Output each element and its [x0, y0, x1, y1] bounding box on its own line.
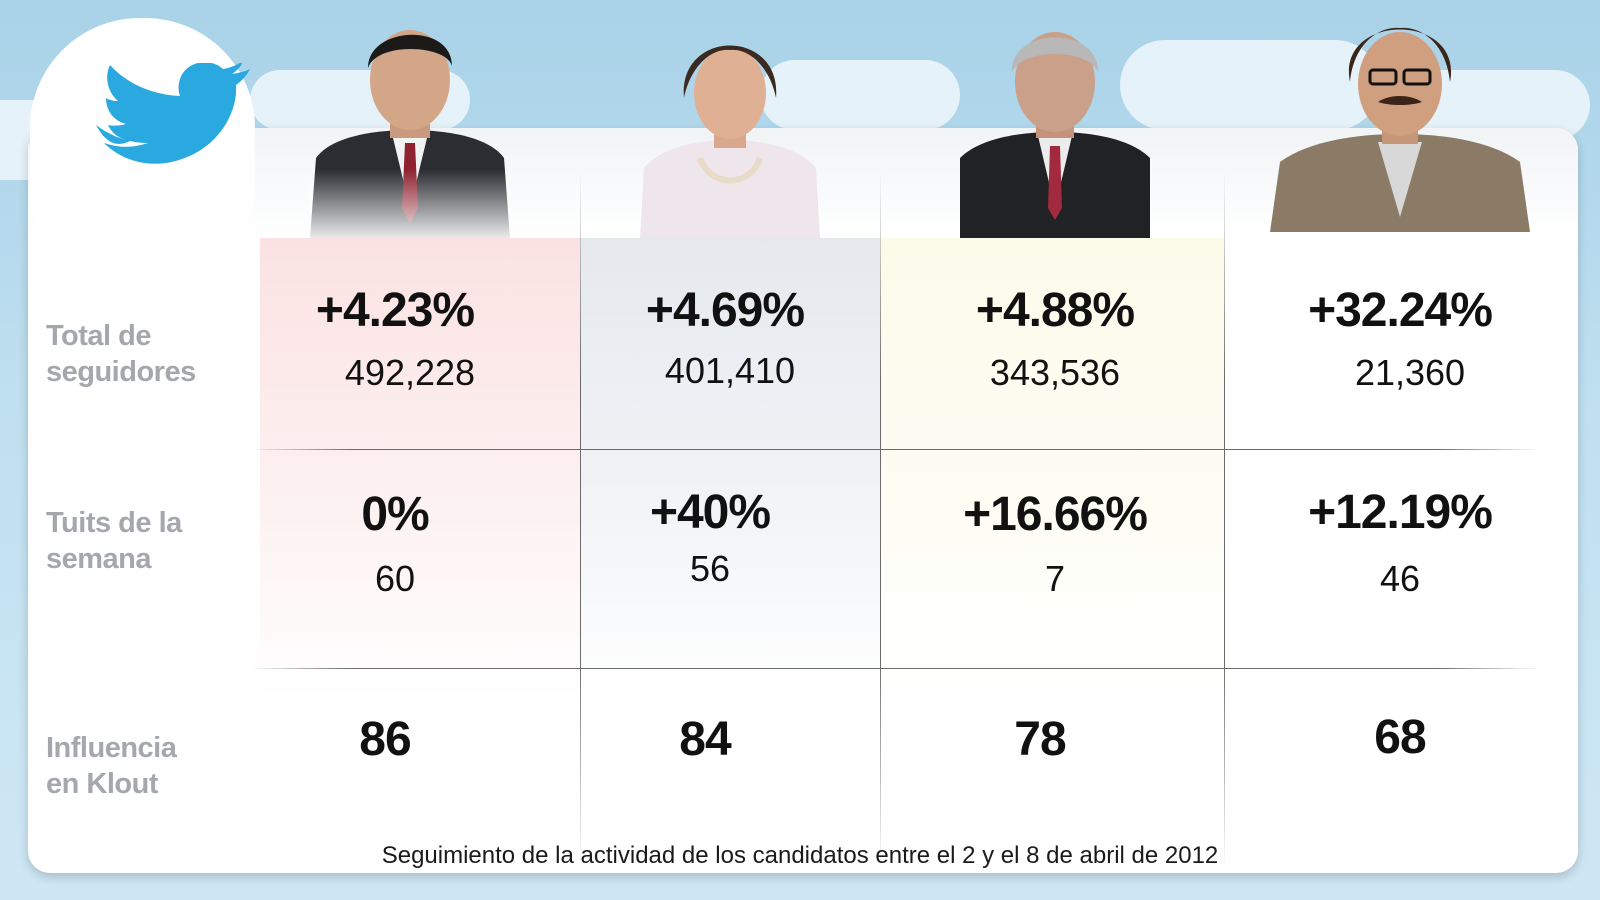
row-label-followers: Total de seguidores	[46, 320, 196, 388]
candidate-4-tweets-change: +12.19%	[1308, 486, 1493, 539]
footer-caption: Seguimiento de la actividad de los candi…	[381, 842, 1219, 869]
background-cloud	[1120, 40, 1380, 130]
twitter-bird-icon	[90, 61, 250, 183]
candidate-3-followers-total: 343,536	[989, 352, 1121, 393]
candidate-1-klout-score: 86	[359, 713, 411, 766]
candidate-4-tweets-count: 46	[1379, 558, 1421, 599]
candidate-4-followers-change: +32.24%	[1308, 284, 1493, 337]
logo-badge	[30, 18, 255, 238]
candidate-1-portrait	[310, 8, 510, 238]
candidate-2-klout-score: 84	[679, 713, 731, 766]
column-divider	[880, 170, 881, 870]
candidate-2-portrait	[640, 8, 820, 238]
row-divider	[250, 668, 1540, 669]
row-label-tweets: Tuits de la semana	[46, 507, 182, 575]
candidate-3-portrait	[960, 8, 1150, 238]
column-divider	[1224, 170, 1225, 870]
candidate-2-followers-change: +4.69%	[645, 284, 805, 337]
candidate-1-column-tint	[260, 238, 580, 698]
candidate-4-followers-total: 21,360	[1354, 352, 1466, 393]
candidate-3-tweets-count: 7	[1044, 558, 1066, 599]
candidate-2-tweets-count: 56	[689, 548, 731, 589]
candidate-3-followers-change: +4.88%	[975, 284, 1135, 337]
candidate-1-followers-total: 492,228	[344, 352, 476, 393]
row-label-klout: Influencia en Klout	[46, 732, 177, 800]
candidate-4-portrait	[1270, 2, 1530, 232]
candidate-4-klout-score: 68	[1374, 711, 1426, 764]
candidate-1-tweets-change: 0%	[361, 488, 429, 541]
candidate-2-tweets-change: +40%	[649, 486, 771, 539]
candidate-3-klout-score: 78	[1014, 713, 1066, 766]
candidate-1-followers-change: +4.23%	[315, 284, 475, 337]
row-divider	[250, 449, 1540, 450]
candidate-1-tweets-count: 60	[374, 558, 416, 599]
candidate-3-tweets-change: +16.66%	[963, 488, 1148, 541]
background-cloud	[760, 60, 960, 130]
column-divider	[580, 170, 581, 870]
candidate-3-column-tint	[880, 238, 1224, 698]
candidate-2-column-tint	[580, 238, 880, 698]
candidate-2-followers-total: 401,410	[664, 350, 796, 391]
